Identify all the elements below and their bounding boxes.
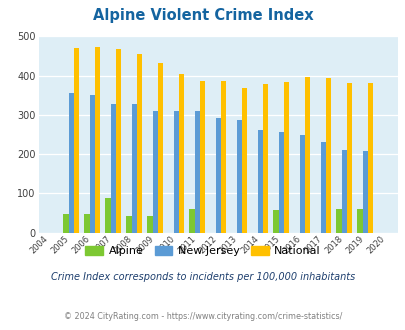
Bar (63, 214, 68, 233)
Bar (283, 82, 288, 233)
Bar (262, 84, 267, 233)
Bar (236, 119, 241, 233)
Bar (273, 210, 278, 233)
Bar (320, 142, 325, 233)
Bar (199, 81, 205, 233)
Bar (94, 47, 100, 233)
Bar (346, 83, 351, 233)
Text: Crime Index corresponds to incidents per 100,000 inhabitants: Crime Index corresponds to incidents per… (51, 272, 354, 282)
Bar (110, 104, 115, 233)
Bar (131, 104, 136, 233)
Bar (215, 118, 220, 233)
Bar (325, 78, 330, 233)
Bar (158, 63, 163, 233)
Bar (136, 54, 142, 233)
Bar (178, 74, 183, 233)
Bar (152, 111, 158, 233)
Bar (68, 93, 74, 233)
Bar (278, 132, 283, 233)
Bar (126, 216, 131, 233)
Bar (299, 135, 304, 233)
Bar (304, 77, 309, 233)
Bar (105, 198, 110, 233)
Bar (362, 151, 367, 233)
Bar (257, 130, 262, 233)
Bar (356, 209, 362, 233)
Bar (115, 49, 121, 233)
Text: Alpine Violent Crime Index: Alpine Violent Crime Index (92, 8, 313, 23)
Text: © 2024 CityRating.com - https://www.cityrating.com/crime-statistics/: © 2024 CityRating.com - https://www.city… (64, 312, 341, 321)
Bar (147, 216, 152, 233)
Bar (220, 81, 226, 233)
Bar (189, 209, 194, 233)
Legend: Alpine, New Jersey, National: Alpine, New Jersey, National (81, 242, 324, 261)
Bar (336, 209, 341, 233)
Bar (341, 150, 346, 233)
Bar (367, 83, 372, 233)
Bar (194, 111, 199, 233)
Bar (84, 214, 90, 233)
Bar (241, 88, 247, 233)
Bar (90, 95, 94, 233)
Bar (173, 111, 178, 233)
Bar (74, 49, 79, 233)
